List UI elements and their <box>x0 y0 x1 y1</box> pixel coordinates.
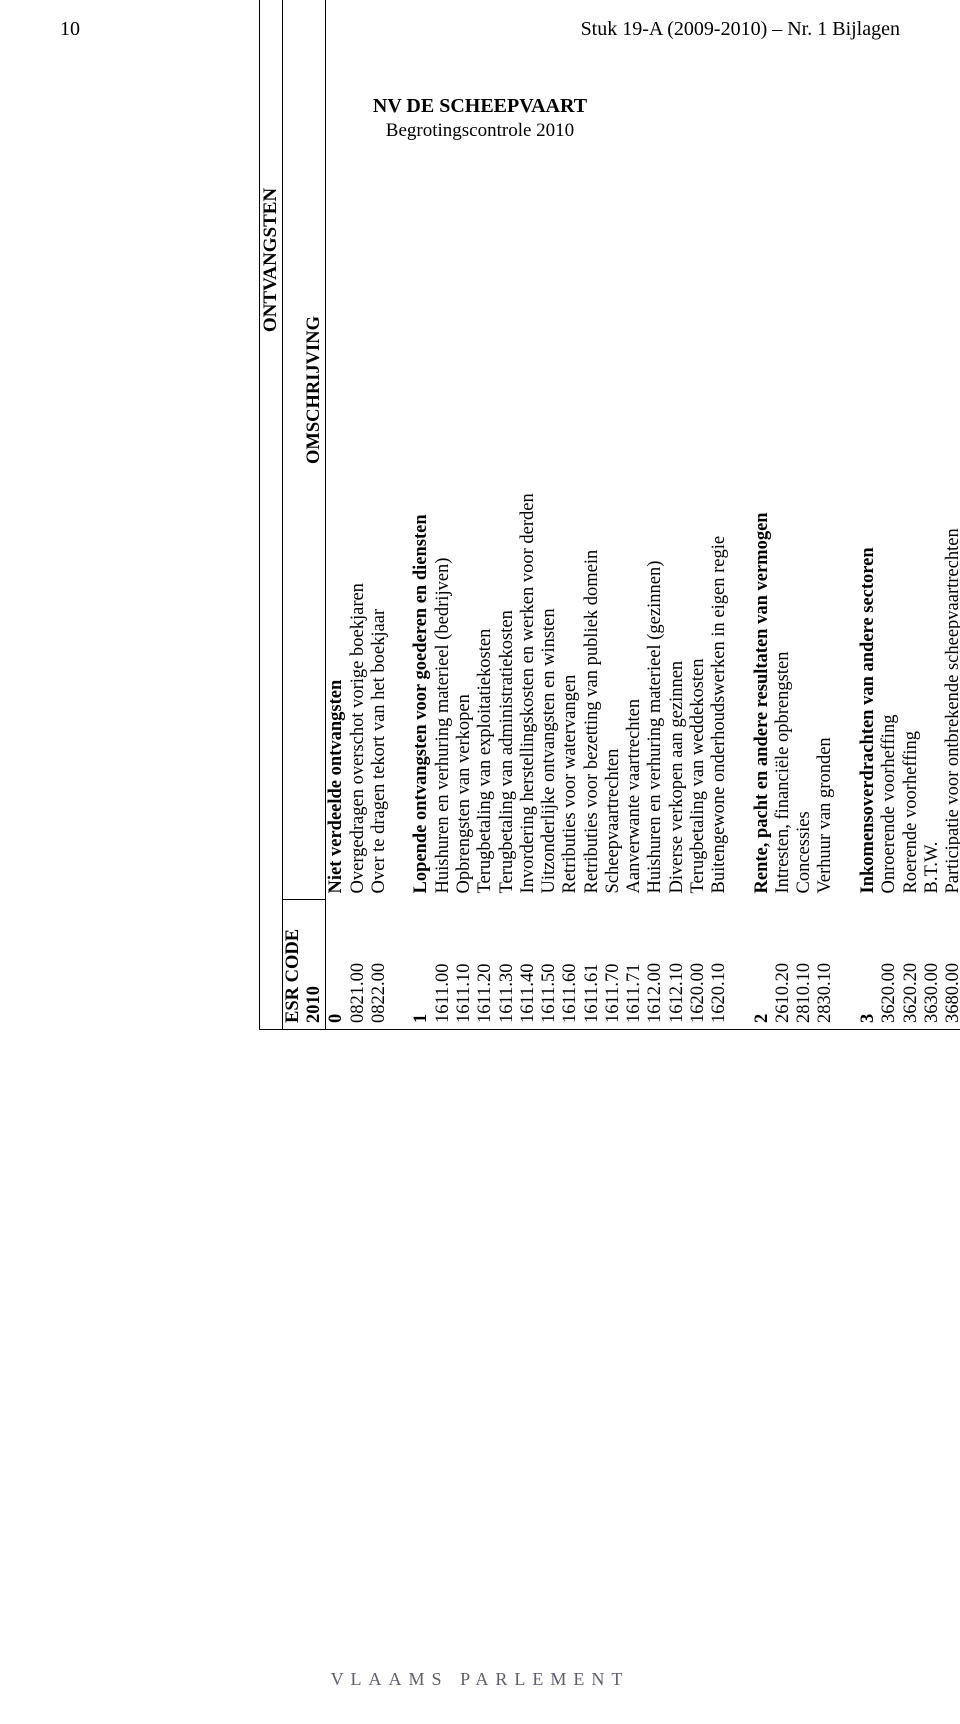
table-row: 3680.00Participatie voor ontbrekende sch… <box>943 0 960 1030</box>
cell-code: 3620.20 <box>901 900 922 1030</box>
table-row: 1620.00Terugbetaling van weddekosten4460… <box>688 0 709 1030</box>
cell-code: 1612.10 <box>667 900 688 1030</box>
table-row: 1611.70Scheepvaartrechten710725725 <box>603 0 624 1030</box>
col-header-desc: OMSCHRIJVING <box>282 0 326 900</box>
table-row: 1611.61Retributies voor bezetting van pu… <box>582 0 603 1030</box>
table-row: 2Rente, pacht en andere resultaten van v… <box>752 0 773 1030</box>
cell-code: 2830.10 <box>815 900 836 1030</box>
table-row: 0Niet verdeelde ontvangsten29.20626.5261… <box>326 0 348 1030</box>
cell-desc: Uitzonderlijke ontvangsten en winsten <box>539 0 560 900</box>
cell-desc: Participatie voor ontbrekende scheepvaar… <box>943 0 960 900</box>
cell-code: 1611.71 <box>624 900 645 1030</box>
table-row: 1Lopende ontvangsten voor goederen en di… <box>411 0 432 1030</box>
cell-code: 3680.00 <box>943 900 960 1030</box>
table-row <box>390 0 411 1030</box>
table-row: 1611.10Opbrengsten van verkopen86140350 <box>454 0 475 1030</box>
cell-desc: Niet verdeelde ontvangsten <box>326 0 348 900</box>
page-number: 10 <box>60 18 80 41</box>
table-row: 2810.10Concessies3.6222.4553.420 <box>794 0 815 1030</box>
table-row: 1611.71Aanverwante vaartrechten909595 <box>624 0 645 1030</box>
cell-code: 2810.10 <box>794 900 815 1030</box>
cell-code: 1611.30 <box>497 900 518 1030</box>
cell-code: 0822.00 <box>369 900 390 1030</box>
cell-code: 0821.00 <box>348 900 369 1030</box>
table-row: 1611.40Invordering herstellingskosten en… <box>518 0 539 1030</box>
table-row: 0821.00Overgedragen overschot vorige boe… <box>348 0 369 1030</box>
cell-code: 3 <box>858 900 879 1030</box>
cell-desc: Intresten, financiële opbrengsten <box>773 0 794 900</box>
cell-desc: Terugbetaling van administratiekosten <box>497 0 518 900</box>
cell-desc: Lopende ontvangsten voor goederen en die… <box>411 0 432 900</box>
cell-code: 1611.00 <box>433 900 454 1030</box>
table-row: 3620.20Roerende voorheffing444 <box>901 0 922 1030</box>
cell-desc: Onroerende voorheffing <box>879 0 900 900</box>
table-row: 2830.10Verhuur van gronden253030 <box>815 0 836 1030</box>
table-row: 1611.00Huishuren en verhuring materieel … <box>433 0 454 1030</box>
table-row <box>730 0 751 1030</box>
table-row: 1611.60Retributies voor watervangen3.840… <box>560 0 581 1030</box>
table-row: 1611.30Terugbetaling van administratieko… <box>497 0 518 1030</box>
ontvangsten-table: ONTVANGSTENESR CODE 2010OMSCHRIJVINGUitv… <box>259 0 960 1030</box>
cell-desc: Inkomensoverdrachten van andere sectoren <box>858 0 879 900</box>
cell-desc: Invordering herstellingskosten en werken… <box>518 0 539 900</box>
cell-code: 1611.60 <box>560 900 581 1030</box>
cell-code: 0 <box>326 900 348 1030</box>
table-row: 2610.20Intresten, financiële opbrengsten… <box>773 0 794 1030</box>
unit-note: (in duizend euro) <box>238 0 259 1030</box>
cell-code: 1611.61 <box>582 900 603 1030</box>
table-row: 1620.10Buitengewone onderhoudswerken in … <box>709 0 730 1030</box>
cell-code: 1 <box>411 900 432 1030</box>
cell-desc: Opbrengsten van verkopen <box>454 0 475 900</box>
cell-desc: Retributies voor watervangen <box>560 0 581 900</box>
cell-desc: Diverse verkopen aan gezinnen <box>667 0 688 900</box>
cell-code: 1620.10 <box>709 900 730 1030</box>
cell-code: 1611.40 <box>518 900 539 1030</box>
rotated-table-wrapper: (in duizend euro) ONTVANGSTENESR CODE 20… <box>238 0 960 1030</box>
cell-code: 1620.00 <box>688 900 709 1030</box>
table-row: 1612.10Diverse verkopen aan gezinnen2200… <box>667 0 688 1030</box>
table-row: 3620.00Onroerende voorheffing5240140 <box>879 0 900 1030</box>
cell-desc: Retributies voor bezetting van publiek d… <box>582 0 603 900</box>
cell-code: 1611.50 <box>539 900 560 1030</box>
cell-desc: Overgedragen overschot vorige boekjaren <box>348 0 369 900</box>
cell-code: 1611.20 <box>475 900 496 1030</box>
cell-desc: Huishuren en verhuring materieel (gezinn… <box>645 0 666 900</box>
cell-desc: Aanverwante vaartrechten <box>624 0 645 900</box>
cell-code: 1611.70 <box>603 900 624 1030</box>
col-header-esr: ESR CODE 2010 <box>282 900 326 1030</box>
cell-desc: Buitengewone onderhoudswerken in eigen r… <box>709 0 730 900</box>
cell-desc: Huishuren en verhuring materieel (bedrij… <box>433 0 454 900</box>
table-row: 0822.00Over te dragen tekort van het boe… <box>369 0 390 1030</box>
cell-code: 2610.20 <box>773 900 794 1030</box>
cell-desc: Over te dragen tekort van het boekjaar <box>369 0 390 900</box>
table-row: 1612.00Huishuren en verhuring materieel … <box>645 0 666 1030</box>
table-row: 3630.00B.T.W.14.1548.00012.000 <box>922 0 943 1030</box>
cell-desc: Concessies <box>794 0 815 900</box>
cell-desc: Roerende voorheffing <box>901 0 922 900</box>
cell-code: 1612.00 <box>645 900 666 1030</box>
cell-desc: Terugbetaling van weddekosten <box>688 0 709 900</box>
section-title: ONTVANGSTEN <box>260 0 283 1030</box>
cell-code: 3620.00 <box>879 900 900 1030</box>
cell-desc: Rente, pacht en andere resultaten van ve… <box>752 0 773 900</box>
table-row: 1611.20Terugbetaling van exploitatiekost… <box>475 0 496 1030</box>
table-row: 3Inkomensoverdrachten van andere sectore… <box>858 0 879 1030</box>
cell-code: 3630.00 <box>922 900 943 1030</box>
cell-desc: Terugbetaling van exploitatiekosten <box>475 0 496 900</box>
table-row <box>837 0 858 1030</box>
table-row: 1611.50Uitzonderlijke ontvangsten en win… <box>539 0 560 1030</box>
cell-code: 1611.10 <box>454 900 475 1030</box>
cell-desc: Verhuur van gronden <box>815 0 836 900</box>
page-footer: VLAAMS PARLEMENT <box>0 1669 960 1690</box>
cell-code: 2 <box>752 900 773 1030</box>
cell-desc: Scheepvaartrechten <box>603 0 624 900</box>
cell-desc: B.T.W. <box>922 0 943 900</box>
